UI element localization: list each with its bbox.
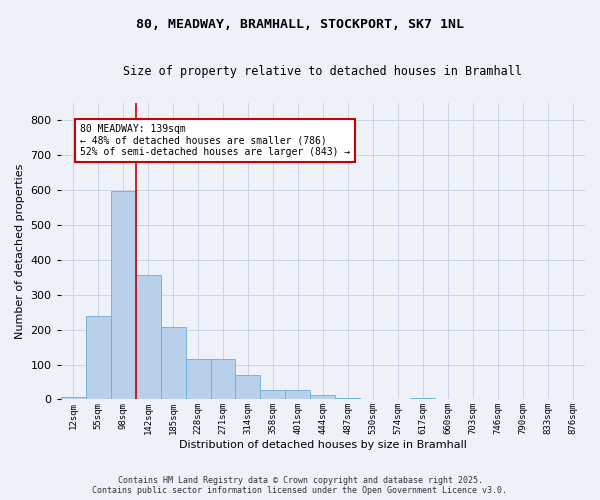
Bar <box>260 390 286 400</box>
X-axis label: Distribution of detached houses by size in Bramhall: Distribution of detached houses by size … <box>179 440 467 450</box>
Y-axis label: Number of detached properties: Number of detached properties <box>15 164 25 339</box>
Bar <box>136 275 161 400</box>
Bar <box>286 390 310 400</box>
Bar <box>235 375 260 400</box>
Bar <box>310 394 335 400</box>
Text: 80, MEADWAY, BRAMHALL, STOCKPORT, SK7 1NL: 80, MEADWAY, BRAMHALL, STOCKPORT, SK7 1N… <box>136 18 464 30</box>
Bar <box>61 396 86 400</box>
Bar <box>161 327 185 400</box>
Bar <box>185 359 211 400</box>
Bar <box>110 190 136 400</box>
Text: 80 MEADWAY: 139sqm
← 48% of detached houses are smaller (786)
52% of semi-detach: 80 MEADWAY: 139sqm ← 48% of detached hou… <box>80 124 350 157</box>
Bar <box>335 398 361 400</box>
Text: Contains HM Land Registry data © Crown copyright and database right 2025.
Contai: Contains HM Land Registry data © Crown c… <box>92 476 508 495</box>
Bar <box>211 359 235 400</box>
Bar <box>410 398 435 400</box>
Bar <box>86 316 110 400</box>
Title: Size of property relative to detached houses in Bramhall: Size of property relative to detached ho… <box>124 65 523 78</box>
